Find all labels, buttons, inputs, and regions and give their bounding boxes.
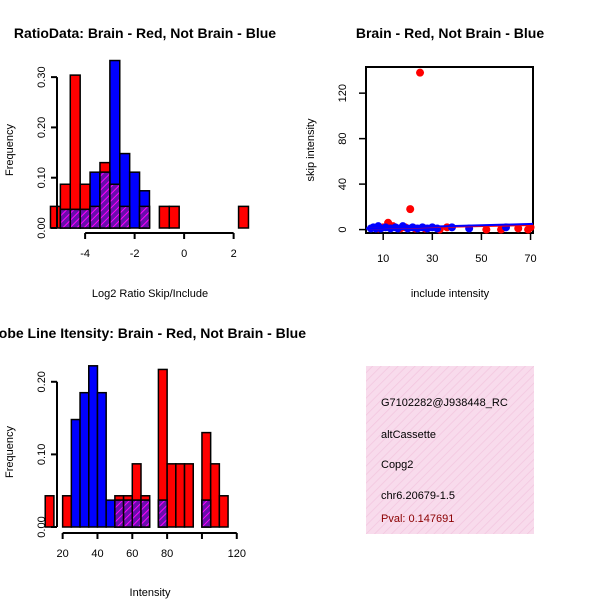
brain-bar	[158, 205, 171, 229]
x-tick-label: 80	[161, 548, 173, 560]
brain-point	[416, 68, 425, 77]
x-tick-label: 120	[228, 548, 246, 560]
not-brain-fit-line	[365, 222, 534, 230]
x-tick-label: -4	[80, 248, 90, 260]
intensity-histogram-bars	[44, 365, 229, 528]
overlap-bar	[99, 171, 111, 229]
overlap-bar	[109, 183, 121, 229]
ratio-histogram-xlabel: Log2 Ratio Skip/Include	[92, 288, 208, 300]
y-tick-label: 40	[337, 178, 349, 190]
brain-point	[482, 225, 491, 234]
brain-point	[406, 205, 415, 214]
x-tick-label: 30	[426, 253, 438, 265]
brain-bar	[69, 74, 81, 229]
intensity-histogram-title: Probe Line Itensity: Brain - Red, Not Br…	[0, 325, 306, 341]
y-tick-label: 0.10	[36, 444, 48, 465]
y-tick-label: 0.00	[36, 516, 48, 537]
brain-bar	[61, 495, 73, 528]
brain-point	[514, 224, 523, 233]
y-tick-label: 0.20	[36, 371, 48, 392]
brain-bar	[175, 463, 186, 528]
intensity-histogram-ylabel: Frequency	[4, 426, 16, 478]
overlap-bar	[122, 499, 134, 528]
intensity-histogram-y-axis: 0.00 0.10 0.20	[36, 371, 58, 538]
scatter-points	[365, 68, 535, 234]
overlap-bar	[201, 499, 212, 528]
scatter-panel: Brain - Red, Not Brain - Blue 10 30 50 70 0…	[305, 25, 544, 300]
brain-bar	[168, 205, 180, 229]
y-tick-label: 80	[337, 133, 349, 145]
overlap-bar	[119, 205, 131, 229]
scatter-x-axis: 10 30 50 70	[377, 233, 537, 265]
overlap-bar	[140, 499, 151, 528]
scatter-xlabel: include intensity	[411, 288, 490, 300]
x-tick-label: 2	[231, 248, 237, 260]
ratio-histogram-ylabel: Frequency	[4, 124, 16, 176]
ratio-histogram-y-axis: 0.00 0.10 0.20 0.30	[36, 66, 58, 239]
not-brain-bar	[79, 391, 90, 528]
x-tick-label: 20	[57, 548, 69, 560]
not-brain-bar	[128, 171, 141, 229]
y-tick-label: 0.30	[36, 66, 48, 87]
x-tick-label: 70	[524, 253, 536, 265]
location-label: chr6.20679-1.5	[381, 490, 455, 502]
overlap-bar	[69, 208, 81, 229]
not-brain-bar	[105, 499, 116, 528]
brain-bar	[218, 495, 229, 528]
x-tick-label: 60	[126, 548, 138, 560]
brain-bar	[49, 205, 62, 229]
brain-bar	[237, 205, 250, 229]
brain-bar	[209, 463, 221, 528]
not-brain-bar	[88, 365, 99, 528]
not-brain-bar	[96, 391, 107, 528]
ratio-histogram-title: RatioData: Brain - Red, Not Brain - Blue	[14, 25, 276, 41]
intensity-histogram-panel: Probe Line Itensity: Brain - Red, Not Br…	[0, 325, 306, 599]
overlap-bar	[59, 208, 72, 229]
probe-id-label: G7102282@J938448_RC	[381, 397, 508, 409]
x-tick-label: 50	[475, 253, 487, 265]
scatter-y-axis: 0 40 80 120	[337, 84, 366, 233]
not-brain-bar	[70, 418, 81, 528]
info-panel: G7102282@J938448_RC altCassette Copg2 ch…	[366, 366, 534, 534]
ratio-histogram-panel: RatioData: Brain - Red, Not Brain - Blue…	[4, 25, 276, 300]
gene-label: Copg2	[381, 459, 413, 471]
y-tick-label: 0.00	[36, 217, 48, 238]
overlap-bar	[157, 499, 168, 528]
ratio-histogram-x-axis: -4 -2 0 2	[80, 232, 237, 260]
pval-label: Pval: 0.147691	[381, 513, 454, 525]
overlap-bar	[79, 208, 91, 229]
x-tick-label: -2	[130, 248, 140, 260]
intensity-histogram-x-axis: 20 40 60 80 120	[57, 532, 246, 560]
scatter-title: Brain - Red, Not Brain - Blue	[356, 25, 544, 41]
brain-bar	[44, 495, 55, 528]
x-tick-label: 0	[181, 248, 187, 260]
y-tick-label: 120	[337, 84, 349, 102]
x-tick-label: 40	[91, 548, 103, 560]
scatter-ylabel: skip intensity	[305, 118, 317, 181]
overlap-bar	[89, 205, 101, 229]
scatter-plot-frame	[365, 66, 534, 234]
y-tick-label: 0.10	[36, 167, 48, 188]
ratio-histogram-bars	[49, 59, 250, 229]
overlap-bar	[138, 205, 151, 229]
y-tick-label: 0	[337, 227, 349, 233]
brain-bar	[166, 463, 177, 528]
event-type-label: altCassette	[381, 429, 436, 441]
y-tick-label: 0.20	[36, 117, 48, 138]
intensity-histogram-xlabel: Intensity	[130, 587, 171, 599]
info-panel-background	[366, 366, 534, 534]
x-tick-label: 10	[377, 253, 389, 265]
brain-bar	[183, 463, 194, 528]
overlap-bar	[131, 499, 142, 528]
overlap-bar	[114, 499, 125, 528]
